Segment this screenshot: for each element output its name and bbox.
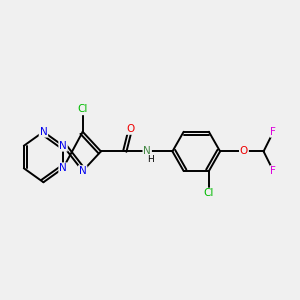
Text: Cl: Cl [77, 104, 88, 114]
Text: F: F [270, 127, 276, 137]
Text: N: N [59, 163, 67, 173]
Text: N: N [143, 146, 151, 156]
Text: N: N [79, 166, 87, 176]
Text: Cl: Cl [204, 188, 214, 199]
Text: N: N [59, 141, 67, 151]
Text: H: H [147, 155, 154, 164]
Text: F: F [270, 166, 276, 176]
Text: N: N [40, 127, 47, 137]
Text: O: O [126, 124, 134, 134]
Text: O: O [240, 146, 248, 156]
